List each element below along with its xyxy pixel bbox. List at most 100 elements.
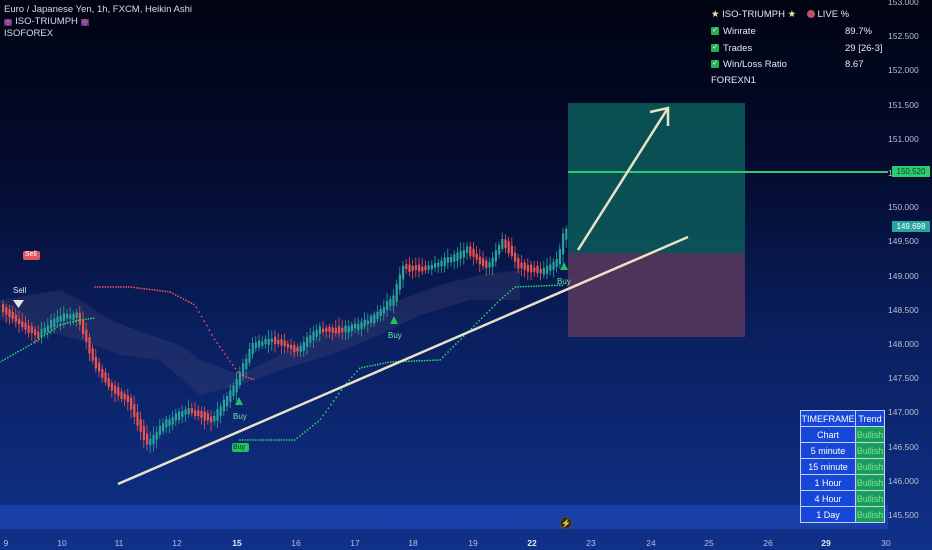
support-dot	[525, 285, 527, 288]
support-dot	[87, 317, 90, 320]
price-tick: 153.000	[888, 0, 919, 7]
support-dot	[423, 359, 426, 362]
support-dot	[267, 439, 270, 441]
resistance-dot	[172, 292, 174, 295]
candle	[136, 412, 139, 426]
trend-line	[117, 235, 689, 486]
support-dot	[51, 329, 53, 332]
resistance-dot	[205, 324, 208, 327]
candle	[14, 314, 17, 322]
candle	[469, 246, 472, 257]
support-dot	[58, 324, 61, 327]
candle	[50, 319, 53, 329]
candle	[43, 327, 46, 334]
support-dot	[12, 353, 14, 356]
candle	[264, 338, 267, 344]
candle	[277, 339, 280, 345]
resistance-dot	[250, 377, 252, 380]
resistance-dot	[125, 286, 128, 288]
candle	[178, 411, 181, 420]
support-dot	[519, 285, 522, 288]
support-dot	[389, 361, 392, 363]
loss-zone	[568, 253, 745, 337]
resistance-dot	[208, 329, 211, 332]
candle	[187, 407, 190, 415]
symbol-title[interactable]: Euro / Japanese Yen, 1h, FXCM, Heikin As…	[4, 4, 192, 15]
svg-text:⚡: ⚡	[561, 518, 571, 528]
buy-badge-label: Buy	[233, 444, 246, 451]
candle	[94, 356, 97, 369]
candle	[104, 372, 107, 383]
candle	[389, 299, 392, 307]
candle	[398, 274, 401, 290]
candle	[34, 329, 37, 336]
resistance-dot	[226, 356, 229, 359]
sell-badge-label: Sell	[25, 251, 37, 258]
support-dot	[278, 439, 280, 441]
time-tick: 10	[57, 538, 67, 548]
buy-signal-label: Buy	[388, 331, 402, 340]
resistance-dot	[213, 338, 216, 341]
candle	[88, 337, 91, 354]
support-dot	[304, 431, 306, 433]
candle	[174, 413, 177, 421]
support-dot	[413, 360, 416, 362]
resistance-dots	[94, 286, 255, 381]
stats-title: ★ ISO-TRIUMPH ★ LIVE %	[711, 9, 850, 20]
stat-value: 8.67	[845, 59, 864, 70]
table-row: 4 Hour Bullish	[800, 490, 885, 507]
resistance-dot	[96, 286, 99, 288]
candle	[27, 325, 30, 333]
support-dot	[483, 314, 486, 317]
ichimoku-cloud	[0, 270, 520, 395]
price-tick: 148.000	[888, 339, 919, 349]
candle	[21, 321, 24, 328]
candle	[306, 337, 309, 348]
resistance-dot	[203, 320, 206, 322]
candle	[232, 385, 235, 397]
candle	[254, 342, 257, 349]
support-dot	[473, 325, 475, 327]
candle	[430, 264, 433, 270]
candle	[110, 383, 113, 391]
sell-marker-icon	[13, 300, 24, 308]
resistance-dot	[112, 286, 115, 288]
support-dot	[32, 341, 35, 344]
candle	[411, 265, 414, 272]
price-tick: 151.500	[888, 99, 919, 110]
support-dot	[361, 366, 364, 369]
support-dot	[517, 285, 520, 288]
resistance-dot	[200, 315, 203, 318]
check-icon: ✓	[711, 44, 719, 53]
support-dot	[82, 318, 85, 321]
indicator-title[interactable]: ◎ ISO-TRIUMPH ◎	[4, 16, 90, 27]
candle	[504, 239, 507, 249]
candle	[270, 338, 273, 343]
support-dot	[493, 304, 496, 307]
candle	[414, 265, 417, 270]
live-dot-icon	[806, 10, 815, 19]
support-dot	[1, 359, 4, 362]
resistance-dot	[120, 286, 122, 288]
support-dot	[436, 359, 439, 361]
support-dot	[61, 323, 64, 326]
support-dot	[4, 358, 7, 360]
resistance-dot	[231, 364, 234, 366]
support-dot	[462, 335, 465, 338]
candle	[501, 238, 504, 249]
candle	[507, 241, 510, 254]
support-dot	[551, 284, 553, 287]
table-row: 1 Hour Bullish	[800, 474, 885, 491]
table-header: TIMEFRAME	[800, 410, 856, 427]
resistance-dot	[216, 342, 219, 344]
candle	[85, 329, 88, 342]
candle	[18, 318, 21, 324]
candle	[302, 342, 305, 351]
stat-value: 29 [26-3]	[845, 43, 883, 54]
resistance-dot	[140, 287, 143, 290]
support-dot	[291, 439, 293, 441]
candle	[510, 245, 513, 257]
stat-row: ✓ Win/Loss Ratio	[711, 59, 787, 70]
support-dot	[457, 340, 460, 343]
